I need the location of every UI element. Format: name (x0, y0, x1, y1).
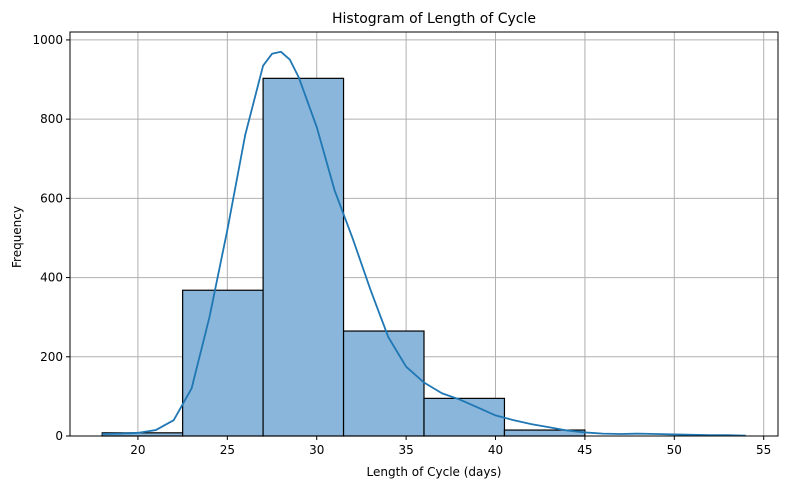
x-axis-label: Length of Cycle (days) (367, 465, 502, 479)
y-tick-label: 400 (40, 271, 63, 285)
histogram-bar-2 (262, 77, 345, 437)
x-tick-label: 45 (577, 443, 592, 457)
y-tick-label: 0 (55, 429, 63, 443)
x-tick-label: 55 (756, 443, 771, 457)
y-tick-label: 1000 (32, 33, 63, 47)
kde-curve (102, 50, 746, 437)
chart-title: Histogram of Length of Cycle (332, 11, 536, 27)
plot-frame (69, 31, 779, 437)
x-tick-label: 40 (488, 443, 503, 457)
grid (70, 32, 778, 437)
histogram-bar-4 (423, 397, 506, 437)
y-axis-label: Frequency (10, 206, 24, 268)
y-tick-label: 600 (40, 191, 63, 205)
y-tick-label: 200 (40, 350, 63, 364)
histogram-bar-1 (182, 289, 264, 437)
x-tick-label: 25 (220, 443, 235, 457)
histogram-bar-3 (342, 330, 425, 437)
x-axis-ticks: 20 25 30 35 40 45 50 55 (130, 436, 771, 457)
histogram-bars (101, 77, 586, 437)
x-tick-label: 30 (309, 443, 324, 457)
y-tick-label: 800 (40, 112, 63, 126)
x-tick-label: 20 (130, 443, 145, 457)
x-tick-label: 50 (667, 443, 682, 457)
kde-curve-group (102, 50, 746, 437)
x-tick-label: 35 (398, 443, 413, 457)
y-axis-ticks: 0 200 400 600 800 1000 (32, 33, 70, 443)
